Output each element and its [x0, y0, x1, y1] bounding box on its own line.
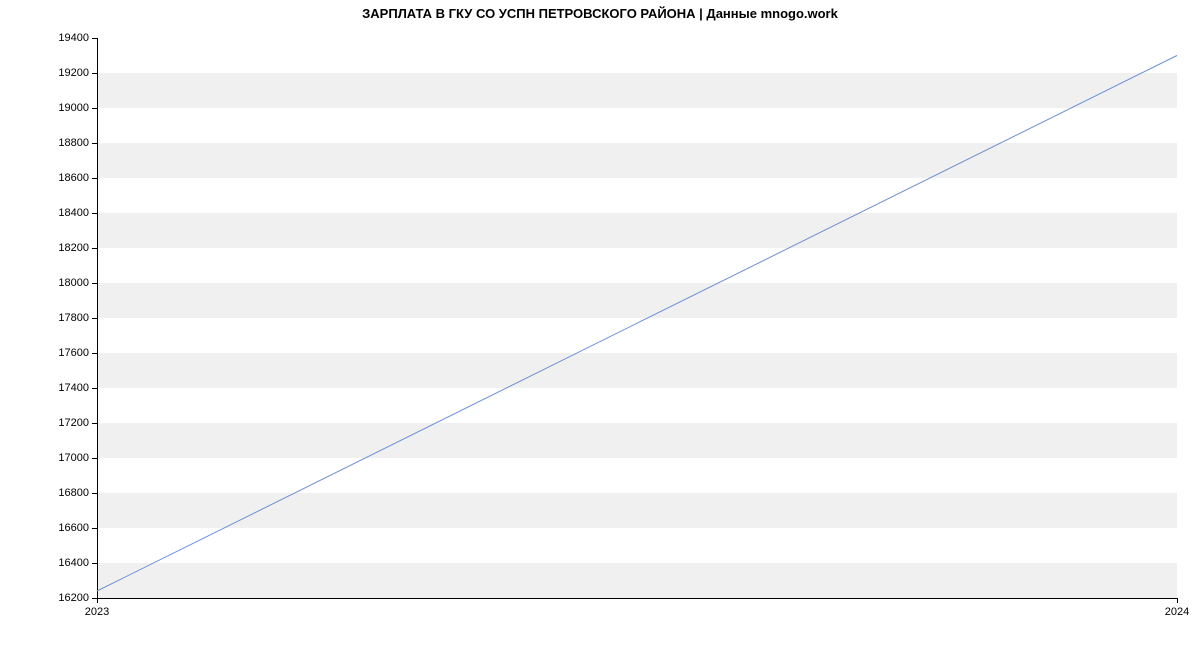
y-tick-label: 18800	[58, 137, 89, 149]
x-axis-line	[97, 598, 1177, 599]
y-tick-label: 19000	[58, 102, 89, 114]
series-layer	[97, 38, 1177, 598]
y-tick-label: 16600	[58, 522, 89, 534]
y-tick-label: 17600	[58, 347, 89, 359]
y-tick-label: 16800	[58, 487, 89, 499]
y-tick-label: 16400	[58, 557, 89, 569]
y-tick-label: 17400	[58, 382, 89, 394]
y-tick-label: 17000	[58, 452, 89, 464]
y-tick-label: 18000	[58, 277, 89, 289]
y-tick-label: 17800	[58, 312, 89, 324]
y-tick-label: 16200	[58, 592, 89, 604]
x-tick-mark	[1177, 598, 1178, 603]
y-tick-label: 18200	[58, 242, 89, 254]
x-tick-label: 2023	[85, 606, 109, 618]
plot-area: 1620016400166001680017000172001740017600…	[97, 38, 1177, 598]
y-tick-label: 17200	[58, 417, 89, 429]
y-tick-label: 19200	[58, 67, 89, 79]
series-line-salary	[97, 56, 1177, 592]
y-tick-label: 18400	[58, 207, 89, 219]
y-tick-label: 19400	[58, 32, 89, 44]
y-tick-label: 18600	[58, 172, 89, 184]
chart-title: ЗАРПЛАТА В ГКУ СО УСПН ПЕТРОВСКОГО РАЙОН…	[0, 6, 1200, 21]
x-tick-label: 2024	[1165, 606, 1189, 618]
salary-line-chart: ЗАРПЛАТА В ГКУ СО УСПН ПЕТРОВСКОГО РАЙОН…	[0, 0, 1200, 650]
